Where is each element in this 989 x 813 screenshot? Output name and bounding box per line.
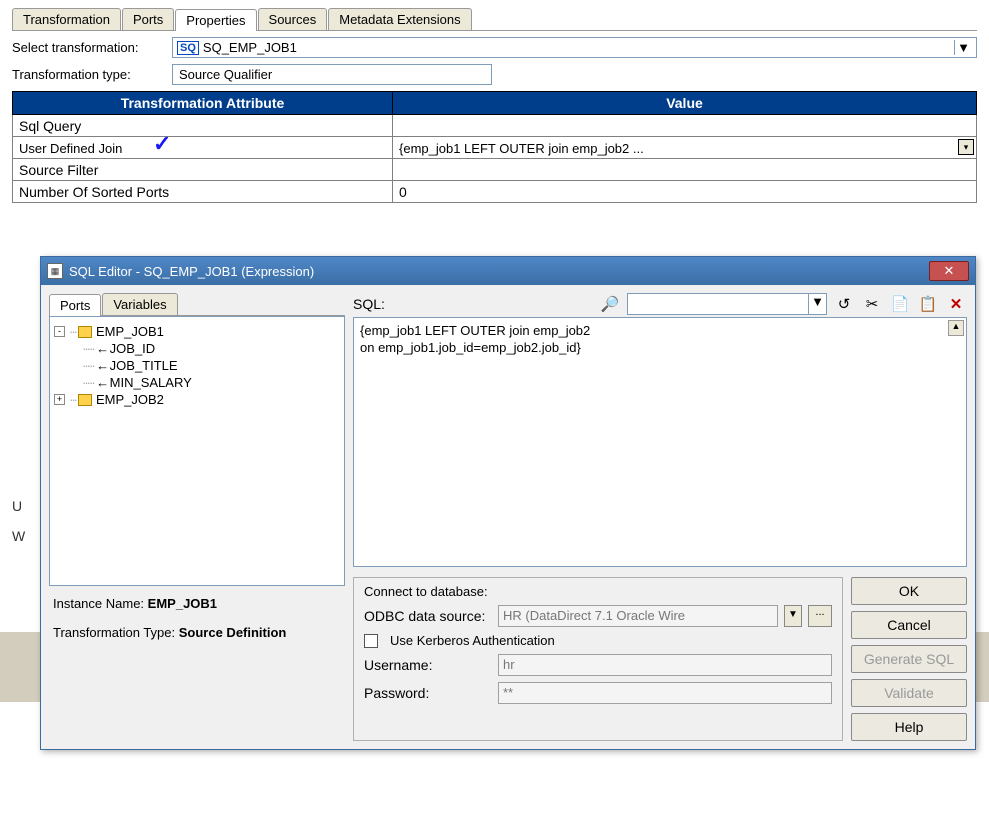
value-col-header: Value [393,92,977,115]
tab-ports-editor[interactable]: Ports [49,294,101,316]
close-button[interactable]: ✕ [929,261,969,281]
tree-node-emp-job2[interactable]: + ··· EMP_JOB2 [54,391,340,408]
sql-editor-dialog: ▦ SQL Editor - SQ_EMP_JOB1 (Expression) … [40,256,976,750]
trans-type-value: Source Definition [179,625,287,640]
connect-group: Connect to database: ODBC data source: H… [353,577,843,741]
password-label: Password: [364,685,492,701]
ports-tree[interactable]: - ··· EMP_JOB1 ·····← JOB_ID ·····← JOB_… [49,316,345,586]
chevron-down-icon[interactable]: ▼ [808,294,826,314]
attr-cell: Source Filter [13,159,393,181]
chevron-down-icon[interactable]: ▼ [954,40,972,55]
delete-icon[interactable]: ✕ [945,293,967,315]
value-cell[interactable] [393,115,977,137]
tab-ports[interactable]: Ports [122,8,174,30]
odbc-label: ODBC data source: [364,608,492,624]
instance-name-label: Instance Name: [53,596,144,611]
arrow-left-icon: ← [96,375,110,390]
kerberos-label: Use Kerberos Authentication [390,633,555,648]
tree-label: MIN_SALARY [110,375,192,390]
find-input[interactable]: ▼ [627,293,827,315]
editor-sub-tabs: Ports Variables [49,293,345,316]
expand-icon[interactable]: + [54,394,65,405]
cancel-button[interactable]: Cancel [851,611,967,639]
username-label: Username: [364,657,492,673]
value-cell[interactable]: {emp_job1 LEFT OUTER join emp_job2 ... ▾ [393,137,977,159]
annotation-checkmark: ✓ [153,131,171,157]
username-input[interactable]: hr [498,654,832,676]
select-transformation-value: SQ_EMP_JOB1 [203,40,297,55]
tree-label: EMP_JOB2 [96,392,164,407]
kerberos-checkbox[interactable] [364,634,378,648]
undo-icon[interactable]: ↺ [833,293,855,315]
cell-dropdown-icon[interactable]: ▾ [958,139,974,155]
tree-node-job-title[interactable]: ·····← JOB_TITLE [82,357,340,374]
edge-letter: U [12,498,22,514]
tree-label: EMP_JOB1 [96,324,164,339]
tab-sources[interactable]: Sources [258,8,328,30]
tab-properties[interactable]: Properties [175,9,256,31]
tree-label: JOB_ID [110,341,156,356]
editor-toolbar: SQL: 🔎 ▼ ↺ ✂ 📄 📋 ✕ [353,293,967,315]
select-transformation-combo[interactable]: SQ SQ_EMP_JOB1 ▼ [172,37,977,58]
paste-icon[interactable]: 📋 [917,293,939,315]
tab-metadata-ext[interactable]: Metadata Extensions [328,8,471,30]
binoculars-icon[interactable]: 🔎 [599,293,621,315]
folder-icon [78,326,92,338]
tab-transformation[interactable]: Transformation [12,8,121,30]
table-row[interactable]: User Defined Join ✓ {emp_job1 LEFT OUTER… [13,137,977,159]
select-transformation-label: Select transformation: [12,40,172,55]
collapse-icon[interactable]: - [54,326,65,337]
sql-textarea[interactable]: {emp_job1 LEFT OUTER join emp_job2 on em… [353,317,967,567]
ok-button[interactable]: OK [851,577,967,605]
attr-cell: Number Of Sorted Ports [13,181,393,203]
main-tabs: Transformation Ports Properties Sources … [12,8,977,31]
odbc-source-input[interactable]: HR (DataDirect 7.1 Oracle Wire [498,605,778,627]
sq-badge: SQ [177,41,199,55]
attr-cell: User Defined Join ✓ [13,137,393,159]
edge-letter: W [12,528,25,544]
cut-icon[interactable]: ✂ [861,293,883,315]
browse-button[interactable]: ... [808,605,832,627]
password-input[interactable]: ** [498,682,832,704]
dialog-titlebar[interactable]: ▦ SQL Editor - SQ_EMP_JOB1 (Expression) … [41,257,975,285]
copy-icon[interactable]: 📄 [889,293,911,315]
trans-type-label: Transformation Type: [53,625,175,640]
help-button[interactable]: Help [851,713,967,741]
attr-cell: Sql Query [13,115,393,137]
dialog-title: SQL Editor - SQ_EMP_JOB1 (Expression) [69,264,929,279]
generate-sql-button[interactable]: Generate SQL [851,645,967,673]
tree-node-job-id[interactable]: ·····← JOB_ID [82,340,340,357]
instance-name-value: EMP_JOB1 [148,596,217,611]
connect-legend: Connect to database: [364,584,488,599]
table-row[interactable]: Number Of Sorted Ports 0 [13,181,977,203]
arrow-left-icon: ← [96,358,110,373]
transformation-type-value: Source Qualifier [172,64,492,85]
validate-button[interactable]: Validate [851,679,967,707]
scroll-up-icon[interactable]: ▲ [948,320,964,336]
arrow-left-icon: ← [96,341,110,356]
sql-label: SQL: [353,296,385,312]
transformation-type-label: Transformation type: [12,67,172,82]
tree-node-emp-job1[interactable]: - ··· EMP_JOB1 [54,323,340,340]
attribute-table: Transformation Attribute Value Sql Query… [12,91,977,203]
tab-variables-editor[interactable]: Variables [102,293,177,315]
table-row[interactable]: Source Filter [13,159,977,181]
tree-label: JOB_TITLE [110,358,178,373]
attr-col-header: Transformation Attribute [13,92,393,115]
tree-node-min-salary[interactable]: ·····← MIN_SALARY [82,374,340,391]
folder-icon [78,394,92,406]
value-cell[interactable] [393,159,977,181]
chevron-down-icon[interactable]: ▼ [784,605,802,627]
value-cell[interactable]: 0 [393,181,977,203]
app-icon: ▦ [47,263,63,279]
